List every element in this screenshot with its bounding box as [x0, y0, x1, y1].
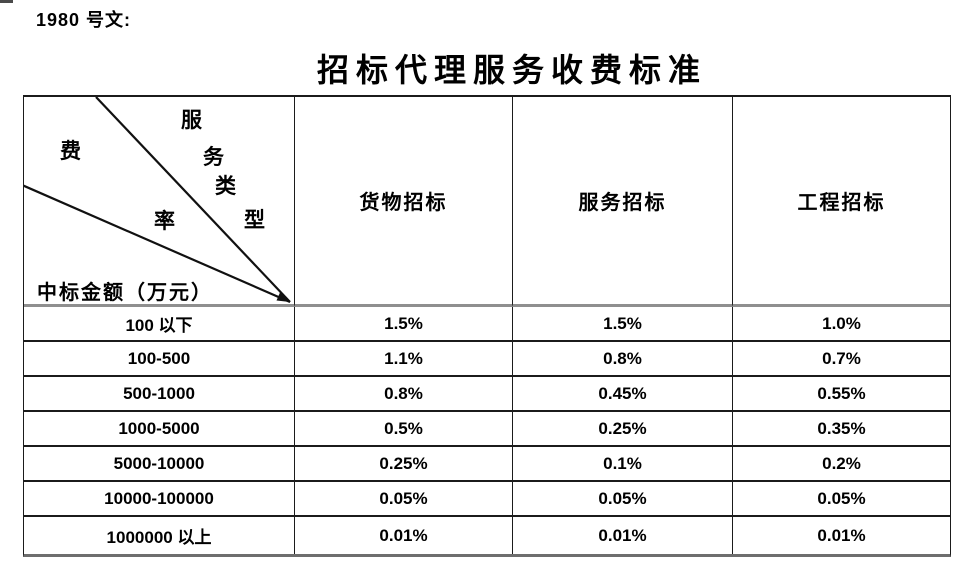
rate-cell: 0.35%	[733, 412, 950, 447]
row-range-label: 100 以下	[24, 307, 295, 342]
table-corner-cell: 费 率 服 务 类 型 中标金额（万元）	[24, 97, 295, 307]
rate-cell: 0.01%	[817, 525, 866, 545]
corner-char-service1: 服	[181, 108, 204, 132]
rate-cell: 0.01%	[295, 517, 513, 554]
rate-cell: 1.0%	[733, 307, 950, 342]
corner-char-service3: 类	[215, 174, 238, 198]
corner-char-fee: 费	[60, 139, 83, 163]
row-range-label: 500-1000	[24, 377, 295, 412]
column-header-goods: 货物招标	[295, 97, 513, 307]
rate-cell: 1.5%	[513, 307, 733, 342]
scan-artifact	[0, 0, 13, 3]
rate-cell: 0.7%	[733, 342, 950, 377]
fee-standard-table: 费 率 服 务 类 型 中标金额（万元） 货物招标 服务招标 工程招标 100 …	[23, 95, 951, 557]
rate-cell: 0.01%	[513, 517, 733, 554]
row-range-label: 10000-100000	[24, 482, 295, 517]
row-range-label: 5000-10000	[24, 447, 295, 482]
corner-char-service4: 型	[244, 208, 267, 232]
rate-cell: 0.25%	[513, 412, 733, 447]
rate-cell: 0.8%	[295, 377, 513, 412]
rate-cell: 0.1%	[513, 447, 733, 482]
rate-cell: 0.2%	[733, 447, 950, 482]
arrowhead-icon	[276, 292, 290, 302]
rate-cell: 0.5%	[295, 412, 513, 447]
row-range-label: 1000-5000	[24, 412, 295, 447]
rate-cell: 0.25%	[295, 447, 513, 482]
row-range-label: 1000000 以上	[24, 517, 295, 554]
page-title: 招标代理服务收费标准	[316, 52, 707, 88]
column-header-works: 工程招标	[733, 97, 950, 307]
rate-cell: 0.05%	[733, 482, 950, 517]
diagonal-divider-lines	[24, 97, 291, 303]
corner-char-service2: 务	[203, 145, 226, 169]
corner-char-rate: 率	[154, 209, 177, 233]
column-header-service: 服务招标	[513, 97, 733, 307]
rate-cell: 1.5%	[295, 307, 513, 342]
rate-cell: 0.8%	[513, 342, 733, 377]
document-number-note: 1980 号文:	[36, 10, 132, 30]
amount-axis-label: 中标金额（万元）	[37, 282, 213, 304]
rate-cell: 0.55%	[733, 377, 950, 412]
rate-cell: 0.45%	[513, 377, 733, 412]
row-range-label: 100-500	[24, 342, 295, 377]
rate-cell: 1.1%	[295, 342, 513, 377]
rate-cell: 0.05%	[295, 482, 513, 517]
rate-cell: 0.05%	[513, 482, 733, 517]
